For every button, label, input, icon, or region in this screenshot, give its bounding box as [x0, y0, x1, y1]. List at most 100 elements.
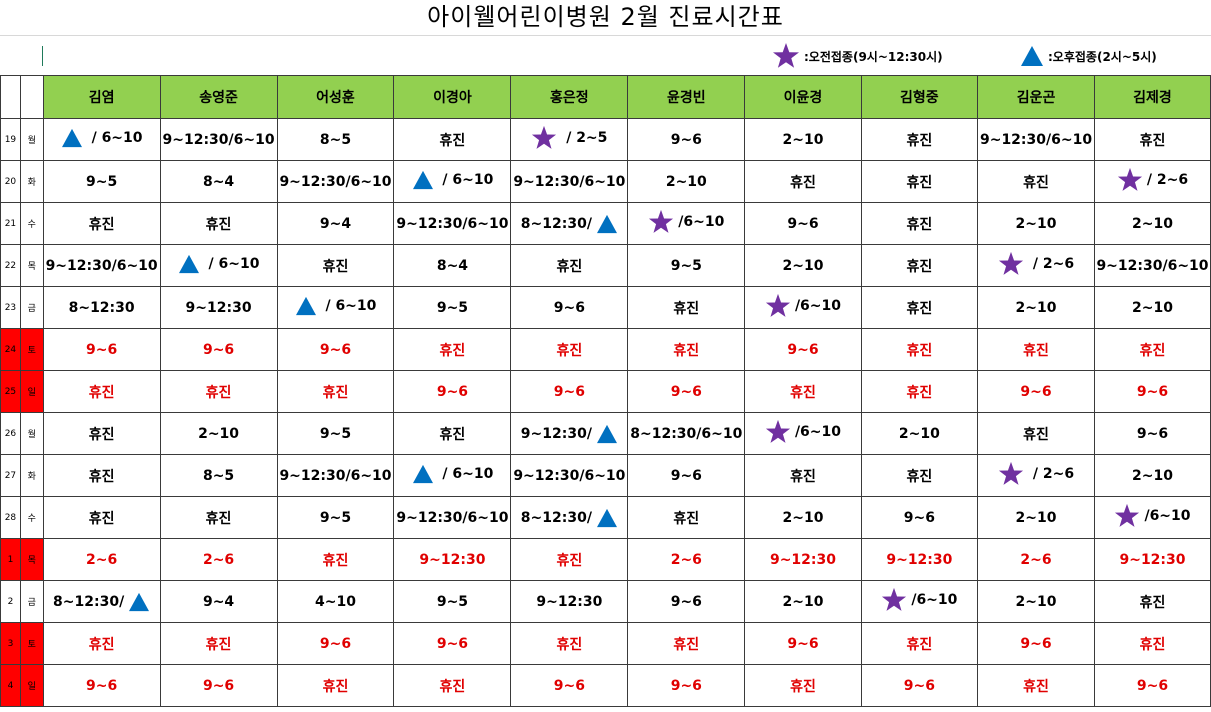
schedule-cell[interactable]: 휴진	[744, 664, 862, 707]
schedule-cell[interactable]: 8~5	[276, 118, 395, 161]
schedule-cell[interactable]: 휴진	[977, 412, 1095, 455]
schedule-cell[interactable]: 9~5	[393, 286, 512, 329]
schedule-cell[interactable]: 휴진	[276, 664, 395, 707]
schedule-cell[interactable]: 2~10	[627, 160, 746, 203]
schedule-cell[interactable]: 휴진	[276, 370, 395, 413]
schedule-cell[interactable]: / 6~10	[276, 286, 395, 329]
schedule-cell[interactable]: 휴진	[977, 664, 1095, 707]
schedule-cell[interactable]: 8~12:30/	[42, 580, 161, 623]
schedule-cell[interactable]: 9~6	[627, 580, 746, 623]
schedule-cell[interactable]: 휴진	[393, 664, 512, 707]
schedule-cell[interactable]: /6~10	[744, 286, 862, 329]
schedule-cell[interactable]: 2~10	[1094, 286, 1211, 329]
schedule-cell[interactable]: 휴진	[1094, 328, 1211, 371]
schedule-cell[interactable]: 2~6	[42, 538, 161, 581]
schedule-cell[interactable]: /6~10	[744, 412, 862, 455]
schedule-cell[interactable]: 9~6	[627, 664, 746, 707]
schedule-cell[interactable]: 휴진	[510, 328, 629, 371]
schedule-cell[interactable]: 9~12:30/6~10	[1094, 244, 1211, 287]
schedule-cell[interactable]: 휴진	[393, 118, 512, 161]
schedule-cell[interactable]: 휴진	[510, 538, 629, 581]
schedule-cell[interactable]: 9~6	[627, 454, 746, 497]
schedule-cell[interactable]: / 2~5	[510, 118, 629, 161]
schedule-cell[interactable]: 9~6	[860, 496, 979, 539]
schedule-cell[interactable]: 8~5	[159, 454, 278, 497]
schedule-cell[interactable]: 9~6	[627, 118, 746, 161]
schedule-cell[interactable]: /6~10	[1094, 496, 1211, 539]
schedule-cell[interactable]: 휴진	[159, 622, 278, 665]
schedule-cell[interactable]: 9~6	[276, 328, 395, 371]
schedule-cell[interactable]: 9~5	[42, 160, 161, 203]
schedule-cell[interactable]: 휴진	[510, 244, 629, 287]
schedule-cell[interactable]: 9~6	[977, 622, 1095, 665]
schedule-cell[interactable]: 2~10	[977, 202, 1095, 245]
schedule-cell[interactable]: 휴진	[42, 454, 161, 497]
schedule-cell[interactable]: / 6~10	[393, 454, 512, 497]
schedule-cell[interactable]: 9~6	[1094, 412, 1211, 455]
schedule-cell[interactable]: 9~6	[159, 328, 278, 371]
schedule-cell[interactable]: 휴진	[627, 496, 746, 539]
schedule-cell[interactable]: 휴진	[977, 328, 1095, 371]
schedule-cell[interactable]: 9~12:30/6~10	[510, 454, 629, 497]
schedule-cell[interactable]: 휴진	[510, 622, 629, 665]
schedule-cell[interactable]: 휴진	[977, 160, 1095, 203]
schedule-cell[interactable]: 휴진	[42, 496, 161, 539]
schedule-cell[interactable]: /6~10	[860, 580, 979, 623]
schedule-cell[interactable]: 9~12:30/6~10	[393, 202, 512, 245]
schedule-cell[interactable]: 2~6	[977, 538, 1095, 581]
schedule-cell[interactable]: 9~6	[510, 370, 629, 413]
schedule-cell[interactable]: 휴진	[860, 622, 979, 665]
schedule-cell[interactable]: 휴진	[393, 412, 512, 455]
schedule-cell[interactable]: 휴진	[744, 370, 862, 413]
schedule-cell[interactable]: 휴진	[42, 370, 161, 413]
schedule-cell[interactable]: 휴진	[627, 622, 746, 665]
schedule-cell[interactable]: / 2~6	[1094, 160, 1211, 203]
schedule-cell[interactable]: 휴진	[1094, 622, 1211, 665]
schedule-cell[interactable]: 9~12:30/6~10	[393, 496, 512, 539]
schedule-cell[interactable]: 9~6	[393, 370, 512, 413]
schedule-cell[interactable]: 휴진	[627, 328, 746, 371]
schedule-cell[interactable]: 9~6	[42, 328, 161, 371]
schedule-cell[interactable]: / 2~6	[977, 454, 1095, 497]
schedule-cell[interactable]: 휴진	[276, 244, 395, 287]
schedule-cell[interactable]: 9~12:30/6~10	[510, 160, 629, 203]
schedule-cell[interactable]: 휴진	[744, 454, 862, 497]
schedule-cell[interactable]: 2~10	[860, 412, 979, 455]
schedule-cell[interactable]: 휴진	[744, 160, 862, 203]
schedule-cell[interactable]: 2~10	[744, 580, 862, 623]
schedule-cell[interactable]: 9~6	[42, 664, 161, 707]
schedule-cell[interactable]: 2~10	[977, 286, 1095, 329]
schedule-cell[interactable]: 2~10	[744, 244, 862, 287]
schedule-cell[interactable]: 휴진	[627, 286, 746, 329]
schedule-cell[interactable]: 2~10	[744, 118, 862, 161]
schedule-cell[interactable]: 8~4	[393, 244, 512, 287]
schedule-cell[interactable]: 9~5	[393, 580, 512, 623]
schedule-cell[interactable]: 휴진	[860, 160, 979, 203]
schedule-cell[interactable]: 9~5	[627, 244, 746, 287]
schedule-cell[interactable]: 9~5	[276, 412, 395, 455]
schedule-cell[interactable]: 휴진	[1094, 580, 1211, 623]
schedule-cell[interactable]: 9~12:30/6~10	[42, 244, 161, 287]
schedule-cell[interactable]: 휴진	[42, 202, 161, 245]
schedule-cell[interactable]: 8~12:30	[42, 286, 161, 329]
schedule-cell[interactable]: 9~12:30/6~10	[276, 160, 395, 203]
schedule-cell[interactable]: 9~12:30	[1094, 538, 1211, 581]
schedule-cell[interactable]: 2~10	[1094, 202, 1211, 245]
schedule-cell[interactable]: 휴진	[860, 286, 979, 329]
schedule-cell[interactable]: 9~12:30	[510, 580, 629, 623]
schedule-cell[interactable]: 2~6	[159, 538, 278, 581]
schedule-cell[interactable]: 9~12:30/	[510, 412, 629, 455]
schedule-cell[interactable]: 9~12:30	[393, 538, 512, 581]
schedule-cell[interactable]: 휴진	[860, 244, 979, 287]
schedule-cell[interactable]: 2~10	[1094, 454, 1211, 497]
schedule-cell[interactable]: 휴진	[276, 538, 395, 581]
schedule-cell[interactable]: 9~12:30/6~10	[159, 118, 278, 161]
schedule-cell[interactable]: 휴진	[1094, 118, 1211, 161]
schedule-cell[interactable]: 9~6	[159, 664, 278, 707]
schedule-cell[interactable]: 9~6	[860, 664, 979, 707]
schedule-cell[interactable]: 휴진	[860, 454, 979, 497]
schedule-cell[interactable]: 휴진	[860, 370, 979, 413]
schedule-cell[interactable]: / 2~6	[977, 244, 1095, 287]
schedule-cell[interactable]: 8~4	[159, 160, 278, 203]
schedule-cell[interactable]: 휴진	[159, 496, 278, 539]
